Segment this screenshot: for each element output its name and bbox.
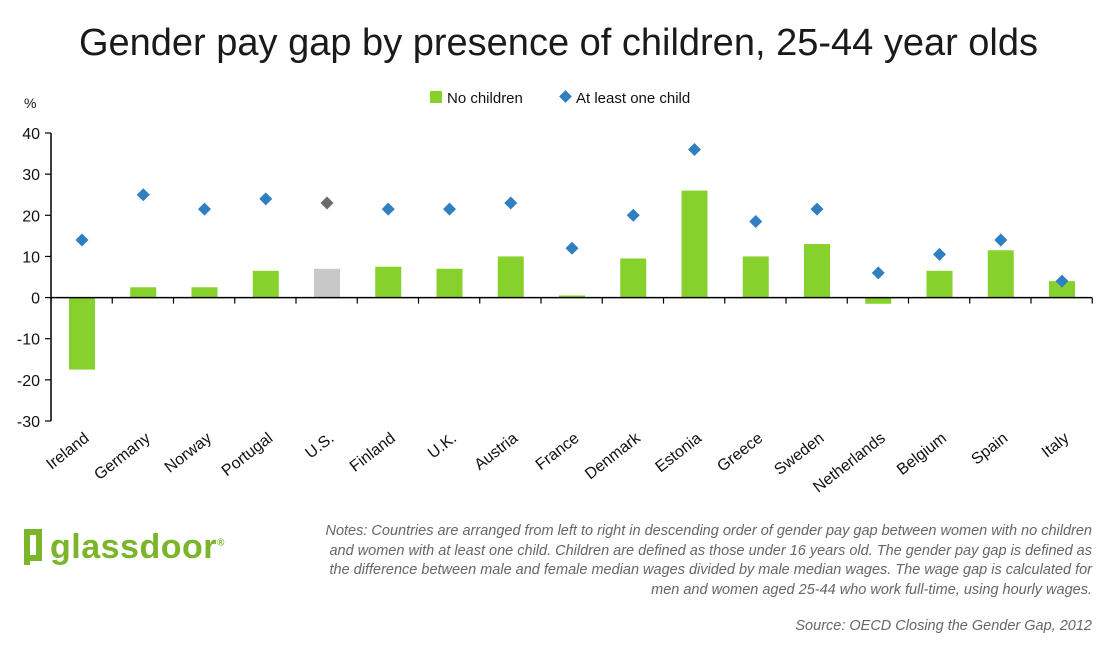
y-axis: 40 30 20 10 0 -10 -20 -30	[17, 126, 52, 431]
chart-notes: Notes: Countries are arranged from left …	[325, 523, 1092, 598]
bar-norway	[191, 287, 218, 298]
marker-series-at-least-one-child	[75, 142, 1069, 288]
bar-ireland	[69, 297, 95, 370]
bar-denmark	[620, 258, 647, 298]
x-tick-label-portugal: Portugal	[219, 430, 276, 480]
legend-swatch-no-children	[430, 91, 442, 103]
x-tick-label-austria: Austria	[472, 430, 522, 474]
y-tick-label: 30	[22, 167, 40, 184]
x-tick-label-belgium: Belgium	[894, 430, 950, 479]
x-tick-label-ireland: Ireland	[43, 430, 92, 474]
chart-source: Source: OECD Closing the Gender Gap, 201…	[795, 618, 1092, 634]
y-axis-unit-label: %	[24, 95, 36, 111]
marker-ireland	[75, 233, 89, 247]
y-tick-label: 0	[31, 291, 40, 308]
bar-sweden	[804, 244, 830, 298]
bar-series-no-children	[69, 190, 1075, 370]
x-tick-label-denmark: Denmark	[582, 429, 644, 483]
y-tick-label: -10	[17, 332, 40, 349]
marker-sweden	[810, 202, 824, 216]
marker-denmark	[626, 208, 640, 222]
bar-france	[559, 295, 585, 298]
x-tick-label-norway: Norway	[162, 430, 215, 477]
chart-title: Gender pay gap by presence of children, …	[78, 22, 1039, 64]
marker-u-s	[320, 196, 334, 210]
bar-germany	[130, 287, 157, 298]
bar-greece	[742, 256, 769, 298]
y-tick-label: -30	[17, 414, 40, 431]
glassdoor-logo: glassdoor®	[20, 525, 225, 569]
bar-spain	[987, 250, 1014, 298]
x-tick-label-greece: Greece	[714, 430, 766, 476]
bar-u-s	[314, 268, 340, 298]
marker-greece	[749, 214, 763, 228]
legend: No children At least one child	[430, 90, 690, 107]
bar-netherlands	[865, 297, 892, 304]
chart-plot: % No children At least one child 40 30 20 1…	[17, 90, 1093, 496]
bar-finland	[375, 266, 402, 298]
marker-norway	[198, 202, 211, 216]
y-tick-label: 10	[22, 249, 40, 266]
marker-france	[565, 241, 579, 255]
x-tick-label-u-k: U.K.	[425, 430, 460, 463]
bar-austria	[497, 256, 524, 298]
marker-italy	[1055, 274, 1069, 288]
bar-belgium	[926, 270, 953, 298]
bar-italy	[1049, 281, 1075, 298]
bar-portugal	[252, 270, 279, 298]
y-tick-label: 20	[22, 208, 40, 225]
x-tick-label-germany: Germany	[91, 430, 153, 484]
marker-belgium	[933, 247, 946, 261]
glassdoor-logo-icon	[24, 529, 42, 565]
marker-finland	[381, 202, 395, 216]
x-tick-label-spain: Spain	[968, 430, 1011, 469]
x-tick-label-italy: Italy	[1039, 430, 1073, 461]
marker-portugal	[259, 192, 273, 206]
glassdoor-logo-text: glassdoor®	[50, 527, 225, 566]
x-tick-label-u-s: U.S.	[302, 430, 337, 463]
x-tick-label-finland: Finland	[347, 430, 399, 476]
x-axis	[50, 296, 1093, 304]
marker-germany	[136, 188, 150, 202]
bar-estonia	[681, 190, 708, 298]
marker-netherlands	[871, 266, 885, 280]
marker-austria	[504, 196, 518, 210]
x-tick-label-sweden: Sweden	[771, 430, 827, 479]
x-tick-label-france: France	[533, 430, 583, 474]
marker-estonia	[688, 142, 701, 156]
marker-spain	[994, 233, 1008, 247]
bar-u-k	[436, 268, 463, 298]
legend-swatch-at-least-one-child	[559, 90, 572, 103]
marker-u-k	[443, 202, 456, 216]
legend-label-no-children: No children	[447, 90, 523, 107]
legend-label-at-least-one-child: At least one child	[576, 90, 690, 107]
y-tick-label: -20	[17, 373, 40, 390]
x-tick-label-estonia: Estonia	[652, 430, 705, 476]
y-tick-label: 40	[22, 126, 40, 143]
